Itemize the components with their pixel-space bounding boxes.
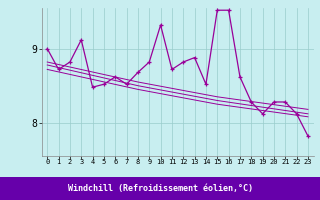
Text: Windchill (Refroidissement éolien,°C): Windchill (Refroidissement éolien,°C) <box>68 184 252 193</box>
